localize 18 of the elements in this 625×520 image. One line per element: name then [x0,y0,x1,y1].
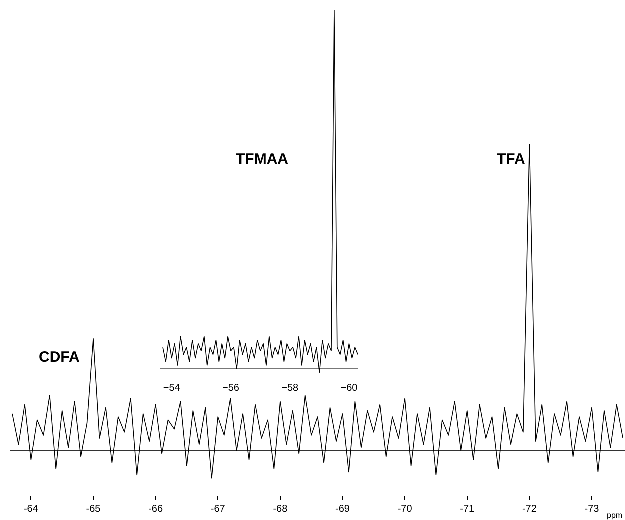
x-tick-label: −58 [282,382,300,394]
x-tick-label: -73 [584,504,600,515]
x-tick-label: -70 [398,504,413,515]
x-tick-label: -65 [86,504,102,515]
x-tick-label: −56 [222,382,240,394]
annotation: TFA [497,151,526,168]
x-tick-label: −60 [340,382,358,394]
x-tick-label: -72 [522,504,538,515]
x-tick-label: -66 [148,504,164,515]
x-tick-label: -68 [273,504,288,515]
x-axis-title: ppm [607,511,623,520]
x-tick-label: -71 [460,504,476,515]
annotation: CDFA [39,349,80,366]
annotation: TFMAA [236,151,289,168]
x-tick-label: -69 [336,504,350,515]
x-tick-label: -64 [24,504,39,515]
x-tick-label: −54 [163,382,181,394]
x-tick-label: -67 [210,504,226,515]
